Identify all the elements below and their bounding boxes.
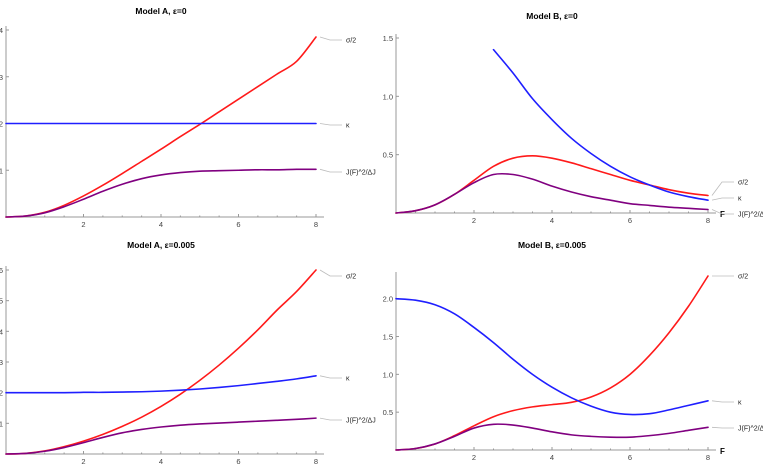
x-tick-label: 8 <box>314 220 318 229</box>
legend-leader-line <box>711 181 734 196</box>
y-tick-label: 1.5 <box>383 34 393 43</box>
chart-title: Model A, ε=0 <box>135 6 186 16</box>
y-tick-label: 1.0 <box>383 92 393 101</box>
legend-label-sigma: σ/2 <box>346 38 356 45</box>
series-line-kappa <box>395 297 709 416</box>
x-tick-label: 2 <box>472 216 476 225</box>
legend-label-sigma: σ/2 <box>738 180 748 187</box>
legend-leader-line <box>319 269 342 277</box>
legend-leader-line <box>319 417 342 421</box>
legend-label-J: J(F)^2/ΔJ <box>346 170 376 177</box>
legend-leader-line <box>319 168 342 173</box>
chart-panel-3: Model A, ε=0.005 2 4 6 8 1 2 3 4 5 6 σ/2 κ J(F)^2/ΔJ <box>0 240 376 466</box>
chart-title: Model B, ε=0.005 <box>518 240 586 250</box>
x-tick-label: 2 <box>472 453 476 462</box>
y-tick-label: 1.5 <box>383 333 393 342</box>
x-axis-label: F <box>720 447 725 456</box>
y-tick-label: 2 <box>0 120 3 129</box>
series-line-sigma <box>395 155 709 214</box>
x-tick-label: 6 <box>628 453 632 462</box>
series-line-J <box>395 423 709 451</box>
legend-leader-line <box>319 123 342 126</box>
legend-leader-line <box>711 426 734 429</box>
x-axis-label: F <box>720 210 725 219</box>
legend-label-kappa: κ <box>346 376 350 383</box>
y-tick-label: 0.5 <box>383 151 393 160</box>
series-line-sigma <box>395 275 709 451</box>
x-tick-label: 2 <box>81 457 85 466</box>
x-tick-label: 2 <box>81 220 85 229</box>
x-tick-label: 6 <box>628 216 632 225</box>
series-line-kappa <box>5 375 317 394</box>
x-tick-label: 4 <box>550 453 554 462</box>
chart-title: Model B, ε=0 <box>526 11 578 21</box>
y-tick-label: 2.0 <box>383 295 393 304</box>
y-tick-label: 0.5 <box>383 408 393 417</box>
legend-label-J: J(F)^2/ΔJ <box>346 418 376 425</box>
y-tick-label: 1 <box>0 419 3 428</box>
y-tick-label: 4 <box>0 327 3 336</box>
legend-label-J: J(F)^2/ΔJ <box>738 426 763 433</box>
y-tick-label: 5 <box>0 297 3 306</box>
y-tick-label: 1 <box>0 166 3 175</box>
legend-leader-line <box>319 36 342 41</box>
series-line-kappa <box>492 48 709 201</box>
x-tick-label: 4 <box>159 220 163 229</box>
series-line-J <box>5 417 317 455</box>
x-tick-label: 6 <box>236 220 240 229</box>
legend-label-sigma: σ/2 <box>346 274 356 281</box>
x-tick-label: 8 <box>706 453 710 462</box>
x-tick-label: 6 <box>236 457 240 466</box>
legend-label-kappa: κ <box>346 123 350 130</box>
legend-label-sigma: σ/2 <box>738 274 748 281</box>
x-tick-label: 4 <box>550 216 554 225</box>
series-line-sigma <box>5 36 317 218</box>
series-line-J <box>5 168 317 218</box>
x-tick-label: 8 <box>706 216 710 225</box>
chart-panel-4: Model B, ε=0.005 2 4 6 8 0.5 1.0 1.5 2.0 Fσ/2 κ J(F… <box>383 240 763 462</box>
chart-panel-1: Model A, ε=0 2 4 6 8 1 2 3 4 σ/2 κ J(F)^2/ΔJ <box>0 6 376 229</box>
legend-leader-line <box>711 197 734 201</box>
y-tick-label: 4 <box>0 26 3 35</box>
legend-leader-line <box>319 375 342 379</box>
series-line-J <box>395 172 709 214</box>
y-tick-label: 1.0 <box>383 370 393 379</box>
chart-panel-2: Model B, ε=0 2 4 6 8 0.5 1.0 1.5 Fσ/2 κ J(F)^2/ΔJ <box>383 11 763 225</box>
legend-label-J: J(F)^2/ΔJ <box>738 212 763 219</box>
legend-label-kappa: κ <box>738 400 742 407</box>
x-tick-label: 8 <box>314 457 318 466</box>
chart-title: Model A, ε=0.005 <box>127 240 195 250</box>
y-tick-label: 3 <box>0 73 3 82</box>
legend-leader-line <box>711 209 734 215</box>
legend-label-kappa: κ <box>738 196 742 203</box>
y-tick-label: 3 <box>0 358 3 367</box>
x-tick-label: 4 <box>159 457 163 466</box>
y-tick-label: 2 <box>0 389 3 398</box>
y-tick-label: 6 <box>0 266 3 275</box>
legend-leader-line <box>711 400 734 403</box>
